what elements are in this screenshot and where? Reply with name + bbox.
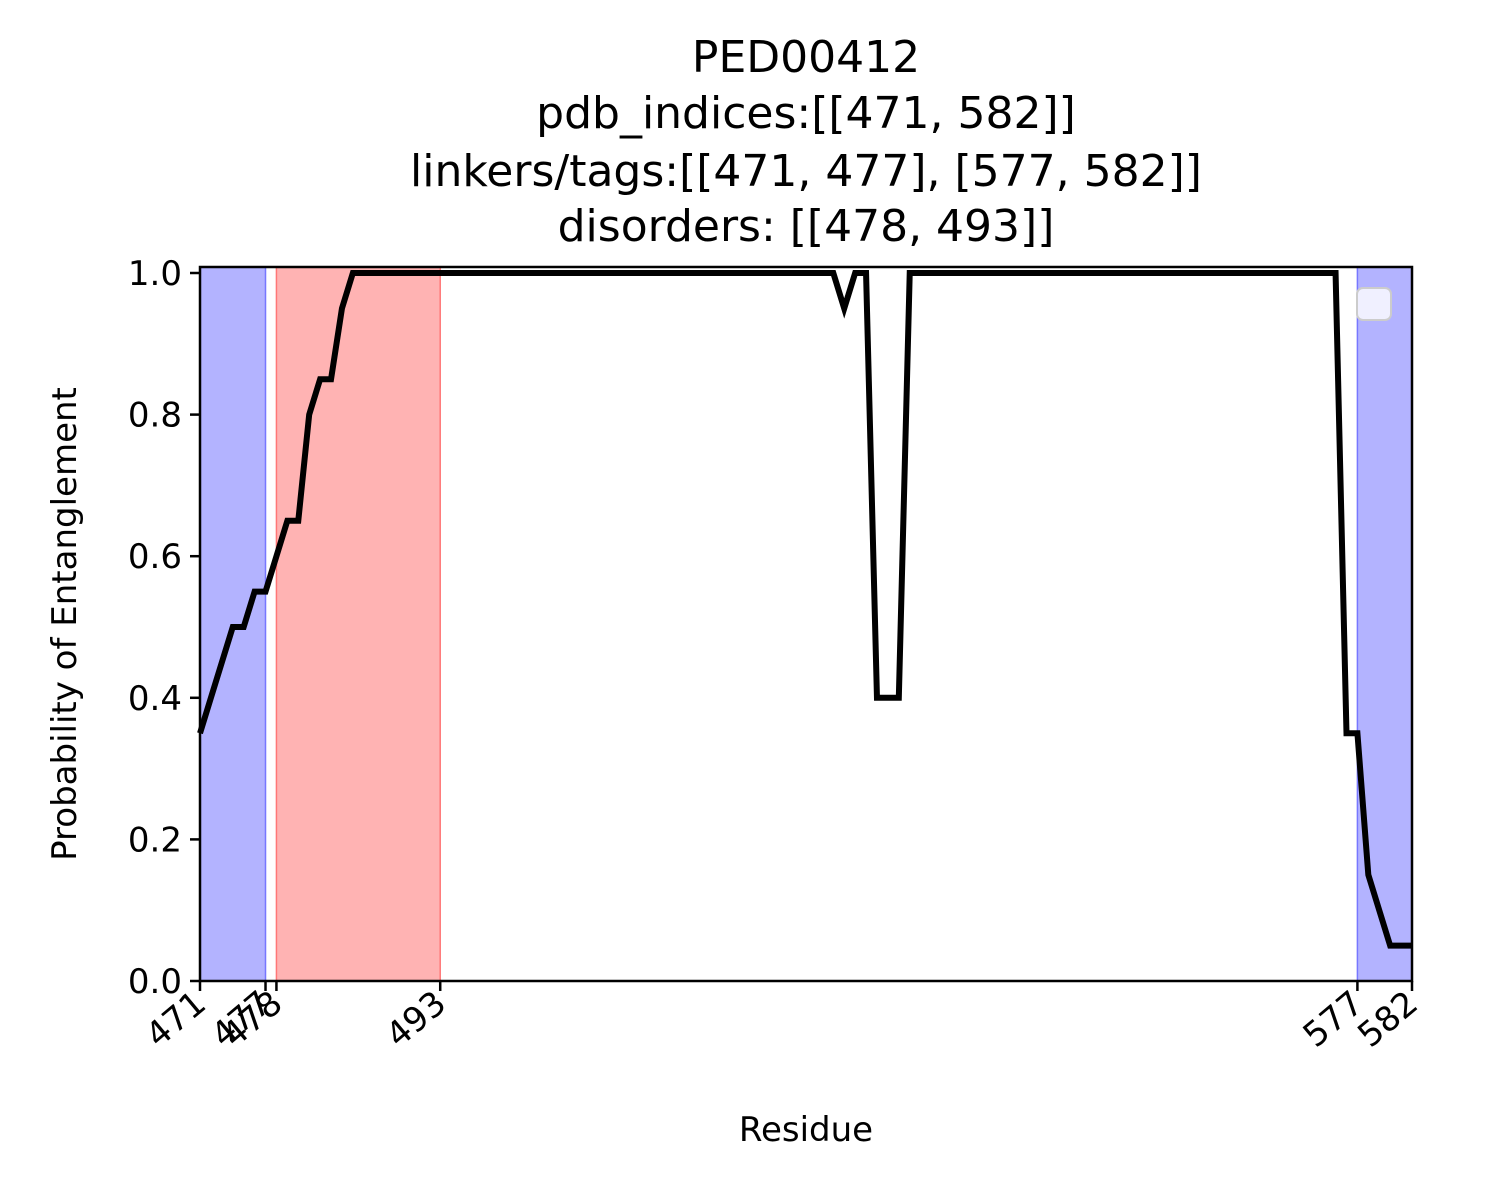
- title-line-3: linkers/tags:[[471, 477], [577, 582]]: [410, 146, 1202, 197]
- legend-box: [1356, 287, 1392, 321]
- plot-frame: [198, 265, 1414, 983]
- title-line-1: PED00412: [692, 32, 920, 83]
- y-tick-label: 0.0: [128, 962, 182, 1002]
- disorder-region-1: [275, 266, 441, 982]
- y-tick-label: 0.8: [128, 396, 182, 436]
- title-line-4: disorders: [[478, 493]]: [558, 201, 1055, 252]
- chart-title: PED00412 pdb_indices:[[471, 582]] linker…: [410, 32, 1202, 252]
- series-line-0: [197, 270, 1412, 949]
- y-axis-label: Probability of Entanglement: [45, 387, 85, 861]
- y-axis-ticks: 0.0 0.2 0.4 0.6 0.8 1.0: [128, 254, 200, 1002]
- x-axis-label: Residue: [739, 1110, 873, 1150]
- y-tick-label: 0.4: [128, 679, 182, 719]
- y-tick-label: 0.6: [128, 537, 182, 577]
- y-tick-label: 1.0: [128, 254, 182, 294]
- y-tick-label: 0.2: [128, 820, 182, 860]
- series-lines: [197, 270, 1412, 949]
- title-line-2: pdb_indices:[[471, 582]]: [536, 88, 1076, 139]
